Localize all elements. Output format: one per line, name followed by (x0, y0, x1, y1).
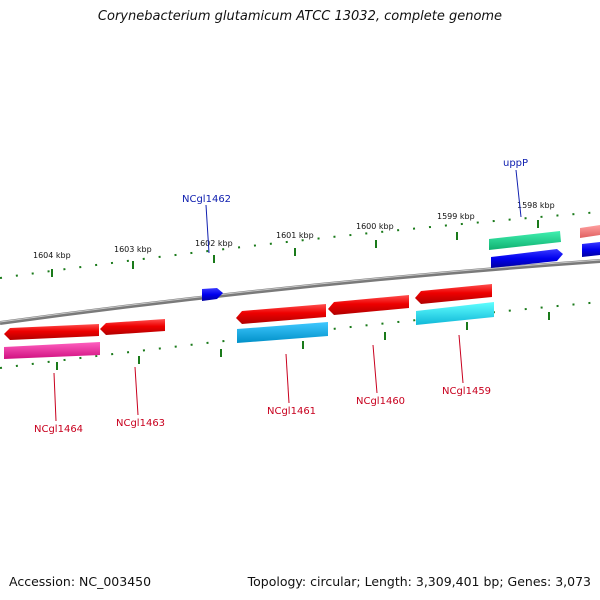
gene-ncgl1464-arrow[interactable] (4, 324, 99, 340)
label-ncgl1463[interactable]: NCgl1463 (116, 418, 165, 429)
label-ncgl1462[interactable]: NCgl1462 (182, 194, 231, 205)
gene-uppP-green-arrow[interactable] (489, 231, 561, 250)
genome-backbone (0, 259, 600, 325)
callout-ncgl1464 (53, 372, 57, 422)
callout-ncgl1461 (285, 353, 290, 404)
reverse-major-ticks (56, 312, 550, 370)
label-ncgl1459[interactable]: NCgl1459 (442, 386, 491, 397)
genome-title: Corynebacterium glutamicum ATCC 13032, c… (97, 9, 503, 24)
gene-ncgl1463-arrow[interactable] (100, 319, 165, 335)
forward-major-ticks (51, 220, 539, 277)
gene-ncgl1460-arrow[interactable] (328, 295, 409, 315)
label-uppP[interactable]: uppP (503, 158, 528, 169)
kbp-label-1600: 1600 kbp (356, 222, 394, 231)
gene-ncgl1459-cyan-bar[interactable] (416, 302, 494, 325)
gene-ncgl1462-arrow[interactable] (202, 288, 223, 301)
gene-edge-salmon[interactable] (580, 225, 600, 238)
gene-uppP-blue-arrow[interactable] (491, 249, 563, 268)
callout-ncgl1460 (372, 344, 378, 394)
kbp-label-1599: 1599 kbp (437, 212, 475, 221)
genome-info-label: Topology: circular; Length: 3,309,401 bp… (247, 574, 591, 589)
kbp-label-1602: 1602 kbp (195, 239, 233, 248)
gene-ncgl1459-arrow[interactable] (415, 284, 492, 304)
kbp-label-1601: 1601 kbp (276, 231, 314, 240)
callout-ncgl1459 (458, 334, 464, 384)
gene-ncgl1464-pink-bar[interactable] (4, 342, 100, 359)
label-ncgl1461[interactable]: NCgl1461 (267, 406, 316, 417)
gene-ncgl1461-arrow[interactable] (236, 304, 326, 324)
label-ncgl1464[interactable]: NCgl1464 (34, 424, 83, 435)
callout-uppP (515, 169, 522, 218)
kbp-label-1603: 1603 kbp (114, 245, 152, 254)
kbp-label-1604: 1604 kbp (33, 251, 71, 260)
kbp-label-1598: 1598 kbp (517, 201, 555, 210)
callout-ncgl1463 (134, 366, 139, 416)
gene-ncgl1461-sky-bar[interactable] (237, 322, 328, 343)
label-ncgl1460[interactable]: NCgl1460 (356, 396, 405, 407)
gene-edge-blue[interactable] (582, 242, 600, 257)
accession-label: Accession: NC_003450 (9, 574, 152, 589)
callout-ncgl1462 (205, 204, 210, 254)
